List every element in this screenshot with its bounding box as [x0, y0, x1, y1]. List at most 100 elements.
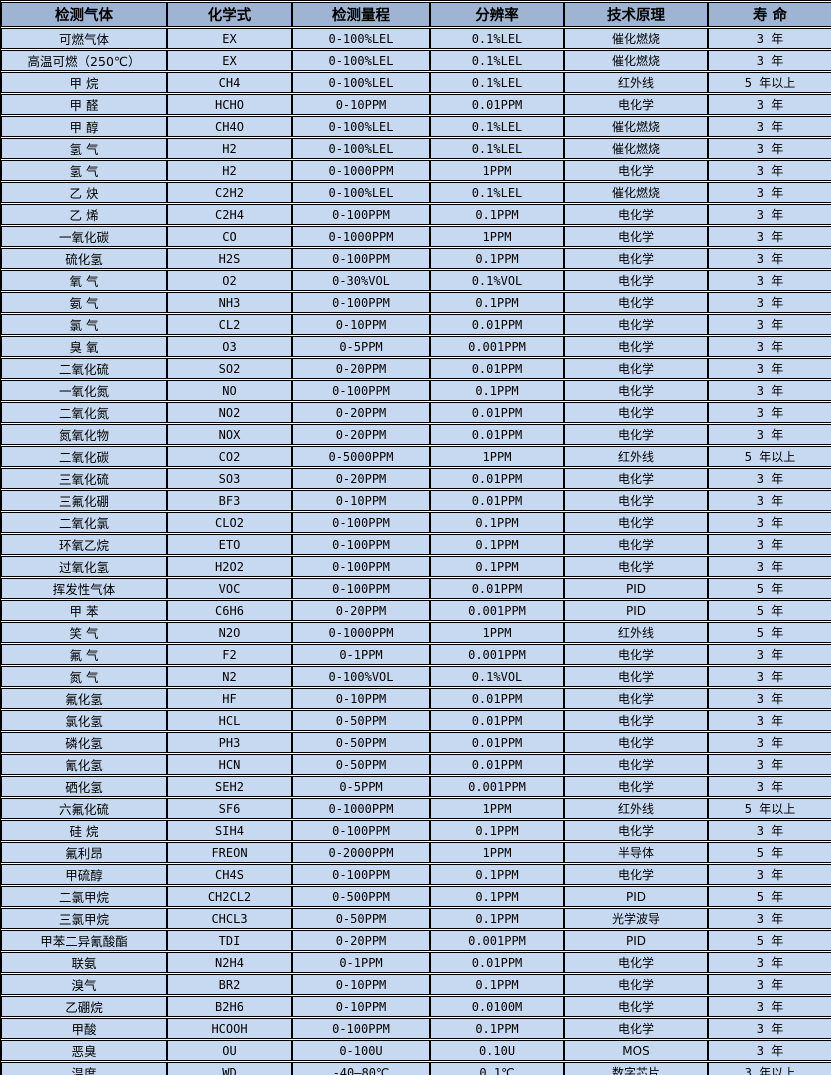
formula-cell: CO [167, 226, 292, 247]
table-row: 二氧化硫 SO2 0-20PPM 0.01PPM 电化学 3 年 [1, 358, 831, 379]
lifespan-cell: 3 年 [708, 314, 831, 335]
gas-name-cell: 甲苯二异氰酸酯 [1, 930, 167, 951]
gas-name-cell: 三氧化硫 [1, 468, 167, 489]
lifespan-cell: 5 年以上 [708, 446, 831, 467]
resolution-cell: 0.1%LEL [430, 182, 564, 203]
formula-cell: N2 [167, 666, 292, 687]
range-cell: 0-100PPM [292, 292, 430, 313]
resolution-cell: 1PPM [430, 226, 564, 247]
formula-cell: WD [167, 1062, 292, 1075]
resolution-cell: 0.001PPM [430, 776, 564, 797]
table-row: 六氟化硫 SF6 0-1000PPM 1PPM 红外线 5 年以上 [1, 798, 831, 819]
formula-cell: SO3 [167, 468, 292, 489]
table-row: 高温可燃（250℃） EX 0-100%LEL 0.1%LEL 催化燃烧 3 年 [1, 50, 831, 71]
formula-cell: SF6 [167, 798, 292, 819]
range-cell: 0-100%LEL [292, 138, 430, 159]
table-body: 可燃气体 EX 0-100%LEL 0.1%LEL 催化燃烧 3 年高温可燃（250℃） E… [1, 28, 831, 1075]
range-cell: 0-1000PPM [292, 226, 430, 247]
formula-cell: F2 [167, 644, 292, 665]
formula-cell: H2 [167, 138, 292, 159]
formula-cell: HCN [167, 754, 292, 775]
resolution-cell: 1PPM [430, 842, 564, 863]
table-row: 三氟化硼 BF3 0-10PPM 0.01PPM 电化学 3 年 [1, 490, 831, 511]
gas-name-cell: 氰化氢 [1, 754, 167, 775]
range-cell: 0-100PPM [292, 204, 430, 225]
resolution-cell: 0.1PPM [430, 292, 564, 313]
table-row: 乙硼烷 B2H6 0-10PPM 0.0100M 电化学 3 年 [1, 996, 831, 1017]
lifespan-cell: 3 年 [708, 732, 831, 753]
principle-cell: 电化学 [564, 820, 708, 841]
resolution-cell: 0.1PPM [430, 1018, 564, 1039]
principle-cell: 催化燃烧 [564, 50, 708, 71]
range-cell: 0-5PPM [292, 336, 430, 357]
range-cell: 0-5000PPM [292, 446, 430, 467]
table-row: 氮 气 N2 0-100%VOL 0.1%VOL 电化学 3 年 [1, 666, 831, 687]
table-row: 氰化氢 HCN 0-50PPM 0.01PPM 电化学 3 年 [1, 754, 831, 775]
table-row: 甲酸 HCOOH 0-100PPM 0.1PPM 电化学 3 年 [1, 1018, 831, 1039]
table-row: 二氧化氮 NO2 0-20PPM 0.01PPM 电化学 3 年 [1, 402, 831, 423]
gas-name-cell: 甲酸 [1, 1018, 167, 1039]
table-row: 乙 炔 C2H2 0-100%LEL 0.1%LEL 催化燃烧 3 年 [1, 182, 831, 203]
formula-cell: FREON [167, 842, 292, 863]
principle-cell: 红外线 [564, 72, 708, 93]
table-header: 检测气体 化学式 检测量程 分辨率 技术原理寿 命 [1, 2, 831, 27]
table-row: 恶臭 OU 0-100U 0.10U MOS 3 年 [1, 1040, 831, 1061]
gas-name-cell: 一氧化氮 [1, 380, 167, 401]
range-cell: 0-500PPM [292, 886, 430, 907]
range-cell: 0-20PPM [292, 424, 430, 445]
formula-cell: CH2CL2 [167, 886, 292, 907]
gas-name-cell: 磷化氢 [1, 732, 167, 753]
principle-cell: 电化学 [564, 490, 708, 511]
formula-cell: EX [167, 28, 292, 49]
table-row: 甲 烷 CH4 0-100%LEL 0.1%LEL 红外线 5 年以上 [1, 72, 831, 93]
principle-cell: MOS [564, 1040, 708, 1061]
gas-name-cell: 氮 气 [1, 666, 167, 687]
gas-name-cell: 甲 醇 [1, 116, 167, 137]
gas-name-cell: 硒化氢 [1, 776, 167, 797]
principle-cell: 电化学 [564, 974, 708, 995]
gas-name-cell: 笑 气 [1, 622, 167, 643]
gas-name-cell: 氟 气 [1, 644, 167, 665]
column-header: 技术原理 [564, 2, 708, 27]
lifespan-cell: 3 年 [708, 490, 831, 511]
header-row: 检测气体 化学式 检测量程 分辨率 技术原理寿 命 [1, 2, 831, 27]
lifespan-cell: 3 年 [708, 204, 831, 225]
principle-cell: 电化学 [564, 556, 708, 577]
resolution-cell: 0.1℃ [430, 1062, 564, 1075]
range-cell: 0-100PPM [292, 534, 430, 555]
table-row: 硫化氢 H2S 0-100PPM 0.1PPM 电化学 3 年 [1, 248, 831, 269]
range-cell: 0-100PPM [292, 248, 430, 269]
resolution-cell: 0.01PPM [430, 468, 564, 489]
resolution-cell: 0.01PPM [430, 732, 564, 753]
formula-cell: NO2 [167, 402, 292, 423]
principle-cell: 电化学 [564, 204, 708, 225]
column-header: 寿 命 [708, 2, 831, 27]
formula-cell: EX [167, 50, 292, 71]
table-row: 二氧化氯 CLO2 0-100PPM 0.1PPM 电化学 3 年 [1, 512, 831, 533]
table-row: 可燃气体 EX 0-100%LEL 0.1%LEL 催化燃烧 3 年 [1, 28, 831, 49]
resolution-cell: 0.1PPM [430, 820, 564, 841]
principle-cell: 催化燃烧 [564, 28, 708, 49]
range-cell: 0-100PPM [292, 556, 430, 577]
lifespan-cell: 5 年 [708, 842, 831, 863]
formula-cell: VOC [167, 578, 292, 599]
formula-cell: BR2 [167, 974, 292, 995]
gas-name-cell: 甲 苯 [1, 600, 167, 621]
column-header: 检测量程 [292, 2, 430, 27]
range-cell: 0-1000PPM [292, 622, 430, 643]
gas-name-cell: 氨 气 [1, 292, 167, 313]
resolution-cell: 0.10U [430, 1040, 564, 1061]
principle-cell: 电化学 [564, 336, 708, 357]
range-cell: 0-1PPM [292, 644, 430, 665]
lifespan-cell: 5 年以上 [708, 798, 831, 819]
principle-cell: 电化学 [564, 94, 708, 115]
resolution-cell: 0.001PPM [430, 336, 564, 357]
gas-name-cell: 甲 烷 [1, 72, 167, 93]
lifespan-cell: 5 年以上 [708, 72, 831, 93]
resolution-cell: 0.1%VOL [430, 270, 564, 291]
lifespan-cell: 3 年 [708, 270, 831, 291]
formula-cell: HCHO [167, 94, 292, 115]
range-cell: 0-20PPM [292, 358, 430, 379]
formula-cell: N2H4 [167, 952, 292, 973]
formula-cell: OU [167, 1040, 292, 1061]
